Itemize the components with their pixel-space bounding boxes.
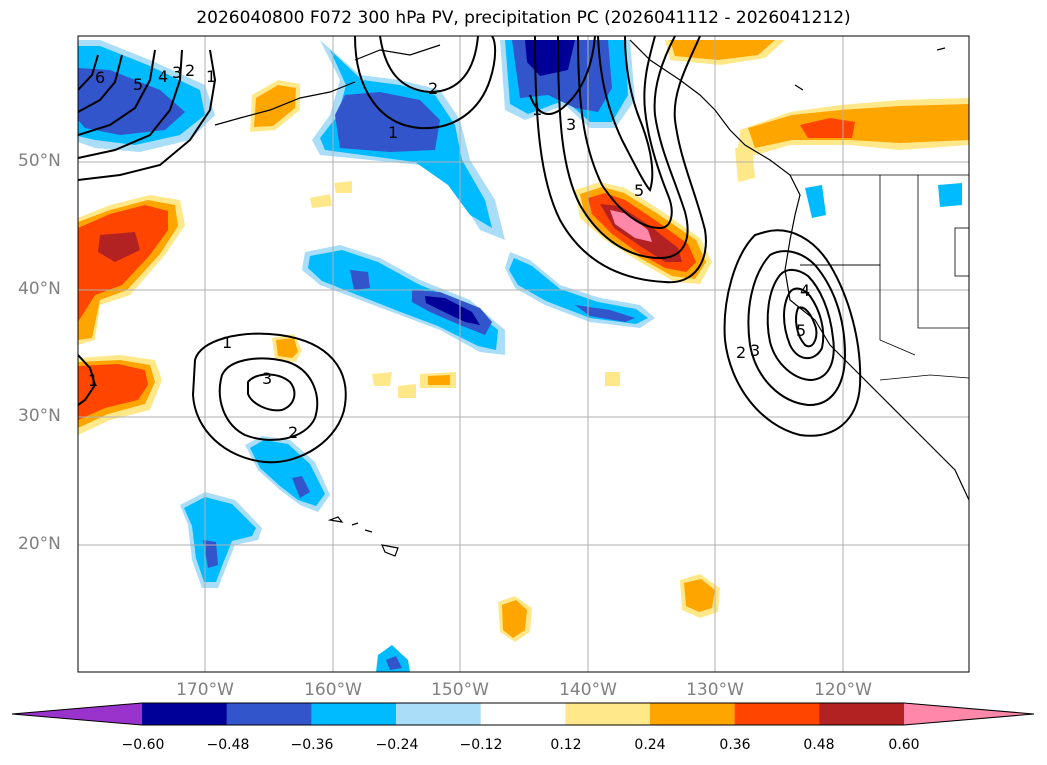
- political-borders: [790, 174, 969, 381]
- map-frame: [77, 35, 970, 673]
- colorbar-tick-label: 0.60: [888, 737, 920, 753]
- contour-label: 1: [222, 333, 232, 352]
- contour-label: 2: [428, 79, 438, 98]
- contour-label: 3: [262, 369, 272, 388]
- figure-title: 2026040800 F072 300 hPa PV, precipitatio…: [196, 8, 851, 28]
- lon-label: 150°W: [431, 680, 489, 700]
- colorbar-segment: [396, 703, 482, 725]
- contour-label: 6: [95, 68, 105, 87]
- colorbar-tick-label: −0.48: [206, 737, 250, 753]
- lat-label: 40°N: [18, 279, 61, 299]
- colorbar-segment: [311, 703, 397, 725]
- colorbar-tick-label: 0.24: [634, 737, 666, 753]
- colorbar: [11, 702, 1035, 726]
- lat-label: 20°N: [18, 534, 61, 554]
- coastlines: [214, 39, 969, 557]
- lon-label: 140°W: [559, 680, 617, 700]
- contour-label: 1: [206, 67, 216, 86]
- map-plot-area: 6 5 4 3 2 1 2 1 1 3 5 1 3 2 2 3 4 5 1: [78, 36, 969, 672]
- contour-label: 4: [800, 281, 810, 300]
- colorbar-under-arrow: [12, 703, 142, 725]
- contour-label: 2: [185, 61, 195, 80]
- contour-label: 5: [634, 181, 644, 200]
- contour-label: 1: [388, 123, 398, 142]
- contour-label: 2: [736, 343, 746, 362]
- lat-label: 30°N: [18, 406, 61, 426]
- colorbar-segment: [565, 703, 651, 725]
- contour-label: 2: [288, 423, 298, 442]
- colorbar-tick-label: −0.60: [121, 737, 165, 753]
- colorbar-segment: [142, 703, 228, 725]
- contour-label: 3: [750, 341, 760, 360]
- contour-label: 1: [88, 371, 98, 390]
- lat-label: 50°N: [18, 151, 61, 171]
- lon-label: 160°W: [304, 680, 362, 700]
- positive-anomaly-shading: [78, 40, 969, 642]
- negative-anomaly-shading: [78, 40, 962, 672]
- colorbar-segment: [480, 703, 566, 725]
- lon-label: 170°W: [176, 680, 234, 700]
- colorbar-tick-label: 0.12: [550, 737, 582, 753]
- colorbar-tick-label: −0.36: [290, 737, 334, 753]
- colorbar-tick-label: −0.24: [375, 737, 419, 753]
- colorbar-tick-label: 0.48: [803, 737, 835, 753]
- lon-label: 120°W: [814, 680, 872, 700]
- pv-contours: [78, 36, 862, 464]
- lon-label: 130°W: [686, 680, 744, 700]
- contour-label: 3: [172, 63, 182, 82]
- colorbar-tick-label: −0.12: [459, 737, 503, 753]
- contour-label: 5: [133, 75, 143, 94]
- contour-labels: 6 5 4 3 2 1 2 1 1 3 5 1 3 2 2 3 4 5 1: [88, 61, 810, 442]
- colorbar-over-arrow: [904, 703, 1034, 725]
- colorbar-segment: [650, 703, 736, 725]
- contour-label: 1: [532, 100, 542, 119]
- colorbar-tick-label: 0.36: [719, 737, 751, 753]
- contour-label: 3: [566, 115, 576, 134]
- colorbar-outline: [11, 702, 1035, 726]
- colorbar-segment: [734, 703, 820, 725]
- contour-label: 4: [158, 67, 168, 86]
- contour-label: 5: [796, 321, 806, 340]
- colorbar-segment: [819, 703, 905, 725]
- colorbar-segment: [226, 703, 312, 725]
